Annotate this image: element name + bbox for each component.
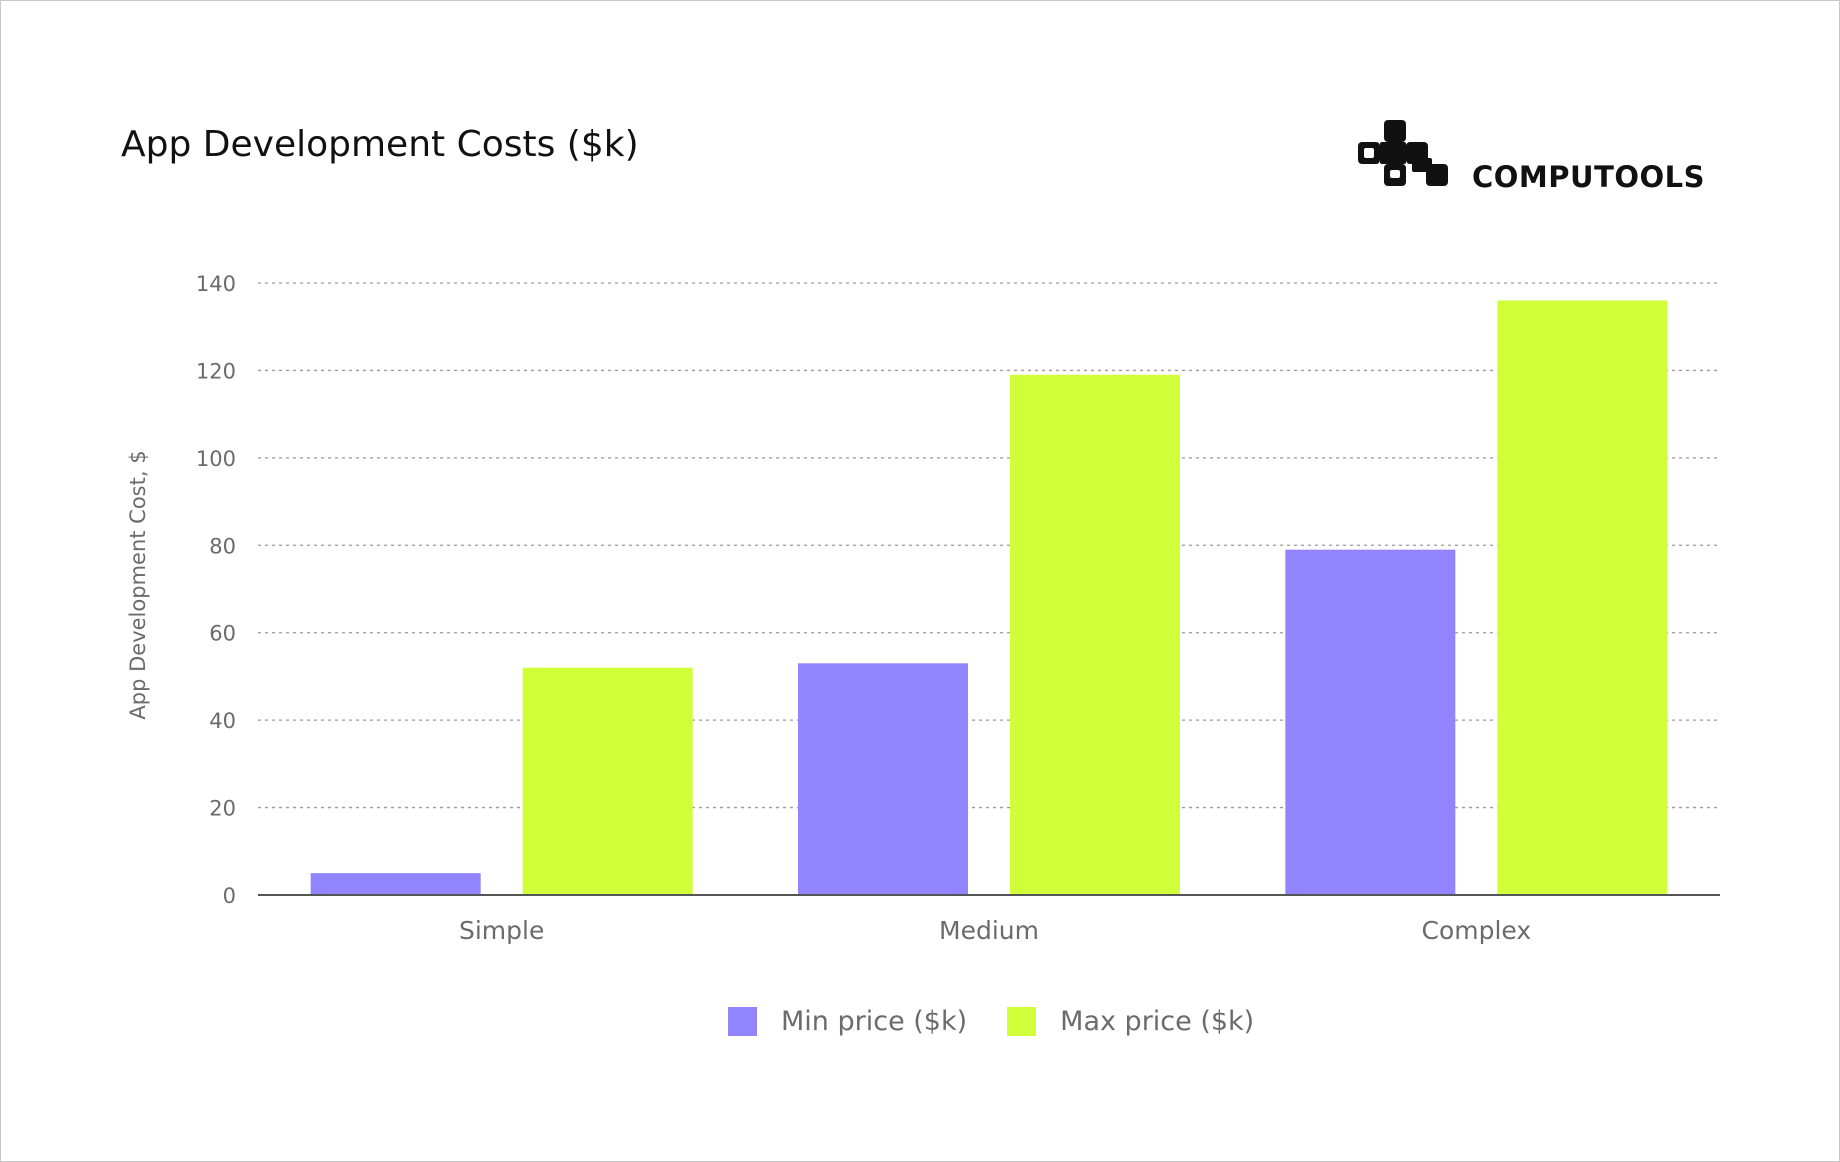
- legend-swatch-max: [1007, 1007, 1037, 1036]
- bar-medium-max: [1010, 374, 1180, 895]
- bar-complex-max: [1497, 300, 1668, 895]
- bar-medium-min: [798, 663, 968, 895]
- y-tick-label: 80: [209, 534, 236, 558]
- y-tick-label: 20: [209, 797, 236, 821]
- y-tick-label: 60: [209, 622, 236, 646]
- y-tick-label: 140: [196, 272, 236, 296]
- y-axis-label: App Development Cost, $: [126, 450, 150, 719]
- chart-title: App Development Costs ($k): [121, 124, 639, 165]
- computools-logo-icon: [1358, 120, 1448, 186]
- bar-simple-max: [522, 667, 693, 895]
- legend-item-max: Max price ($k): [1007, 1006, 1254, 1037]
- legend-label-max: Max price ($k): [1060, 1006, 1255, 1037]
- x-tick-label: Simple: [459, 916, 544, 945]
- legend-item-min: Min price ($k): [728, 1006, 967, 1037]
- bars: [310, 300, 1668, 895]
- y-tick-label: 100: [196, 447, 236, 471]
- y-tick-label: 0: [223, 884, 236, 908]
- bar-complex-min: [1285, 549, 1456, 895]
- y-tick-label: 40: [209, 709, 236, 733]
- axes: 0 20 40 60 80 100 120 140 Simple Medium Complex: [196, 272, 1720, 945]
- bar-simple-min: [310, 873, 481, 895]
- brand-name: COMPUTOOLS: [1472, 160, 1706, 194]
- legend-swatch-min: [728, 1007, 757, 1036]
- x-tick-label: Medium: [939, 916, 1039, 945]
- x-tick-label: Complex: [1422, 916, 1532, 945]
- grid-lines: [258, 282, 1720, 809]
- legend: Min price ($k) Max price ($k): [728, 1006, 1254, 1037]
- y-tick-label: 120: [196, 359, 236, 383]
- legend-label-min: Min price ($k): [781, 1006, 968, 1037]
